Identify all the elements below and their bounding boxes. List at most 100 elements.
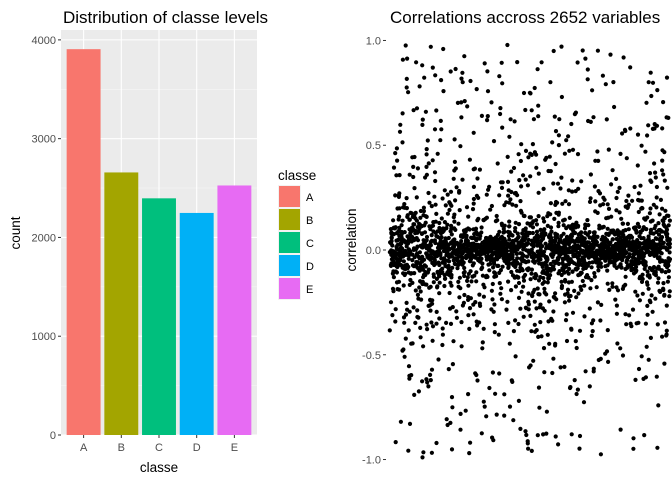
- scatter-point: [518, 426, 523, 431]
- scatter-point: [556, 244, 561, 249]
- scatter-point: [526, 155, 531, 160]
- scatter-point: [459, 239, 464, 244]
- scatter-point: [396, 194, 401, 199]
- scatter-point: [589, 265, 594, 270]
- scatter-point: [453, 66, 458, 72]
- scatter-point: [404, 300, 409, 305]
- scatter-point: [489, 203, 494, 209]
- scatter-point: [585, 67, 590, 72]
- scatter-point: [494, 274, 499, 279]
- scatter-point: [391, 259, 396, 264]
- scatter-point: [410, 258, 415, 263]
- scatter-point: [610, 168, 615, 173]
- scatter-point: [599, 302, 604, 307]
- scatter-point: [425, 380, 430, 385]
- scatter-point: [411, 174, 416, 180]
- scatter-point: [642, 266, 647, 271]
- scatter-point: [528, 363, 533, 368]
- scatter-point: [514, 251, 520, 256]
- scatter-point: [437, 274, 442, 279]
- scatter-point: [393, 151, 398, 156]
- scatter-point: [636, 191, 642, 196]
- scatter-point: [420, 455, 425, 460]
- scatter-point: [407, 217, 412, 222]
- scatter-point: [504, 248, 510, 254]
- bar-x-tick-label: C: [155, 442, 163, 454]
- scatter-point: [479, 113, 484, 118]
- scatter-point: [662, 150, 667, 155]
- scatter-point: [391, 165, 397, 170]
- scatter-point: [445, 211, 450, 216]
- scatter-point: [462, 273, 467, 279]
- scatter-point: [639, 354, 644, 359]
- scatter-point: [405, 213, 410, 218]
- scatter-point: [542, 370, 547, 375]
- scatter-point: [619, 216, 624, 221]
- scatter-point: [559, 279, 564, 284]
- scatter-point: [654, 123, 660, 128]
- scatter-point: [534, 328, 539, 333]
- scatter-point: [436, 357, 441, 362]
- scatter-point: [406, 90, 411, 95]
- scatter-point: [426, 384, 431, 389]
- scatter-point: [506, 320, 511, 325]
- scatter-point: [536, 103, 541, 108]
- scatter-point: [593, 199, 598, 204]
- scatter-point: [450, 405, 455, 410]
- scatter-point: [429, 320, 434, 325]
- scatter-point: [404, 196, 409, 201]
- scatter-point: [569, 432, 574, 437]
- scatter-point: [538, 227, 543, 232]
- scatter-point: [443, 276, 448, 281]
- scatter-point: [496, 332, 501, 337]
- scatter-point: [452, 219, 457, 224]
- scatter-point: [460, 80, 465, 85]
- scatter-point: [529, 329, 534, 334]
- scatter-point: [637, 298, 643, 303]
- scatter-point: [667, 218, 672, 223]
- scatter-point: [621, 254, 627, 259]
- scatter-point: [471, 130, 476, 135]
- scatter-point: [399, 223, 404, 228]
- scatter-point: [492, 302, 497, 307]
- scatter-point: [432, 194, 437, 199]
- bar-series: [66, 49, 252, 435]
- scatter-point: [458, 144, 463, 149]
- scatter-point: [587, 260, 592, 265]
- scatter-point: [473, 226, 479, 231]
- scatter-point: [614, 195, 619, 201]
- scatter-point: [478, 303, 483, 308]
- scatter-point: [458, 427, 463, 432]
- scatter-point: [534, 222, 540, 227]
- scatter-point: [460, 177, 465, 182]
- scatter-point: [441, 89, 446, 94]
- scatter-point: [519, 210, 524, 215]
- scatter-point: [629, 324, 634, 329]
- scatter-point: [629, 235, 635, 240]
- scatter-point: [482, 285, 487, 290]
- scatter-point: [450, 305, 455, 310]
- scatter-point: [541, 346, 547, 351]
- scatter-point: [440, 196, 445, 201]
- scatter-point: [445, 222, 450, 227]
- scatter-point: [660, 334, 665, 339]
- scatter-point: [518, 262, 523, 267]
- scatter-point: [424, 152, 429, 157]
- scatter-point: [548, 232, 553, 237]
- scatter-point: [592, 230, 597, 235]
- scatter-point: [551, 356, 556, 361]
- scatter-point: [405, 56, 410, 61]
- scatter-point: [462, 269, 467, 275]
- scatter-point: [428, 44, 433, 49]
- scatter-point: [618, 427, 623, 432]
- scatter-point: [536, 190, 541, 195]
- scatter-point: [519, 184, 524, 189]
- scatter-point: [556, 261, 562, 266]
- scatter-point: [551, 48, 556, 54]
- scatter-point: [500, 180, 505, 185]
- scatter-point: [542, 279, 547, 285]
- scatter-point: [447, 259, 452, 264]
- scatter-point: [476, 195, 481, 200]
- scatter-point: [513, 354, 518, 359]
- scatter-point: [494, 213, 499, 219]
